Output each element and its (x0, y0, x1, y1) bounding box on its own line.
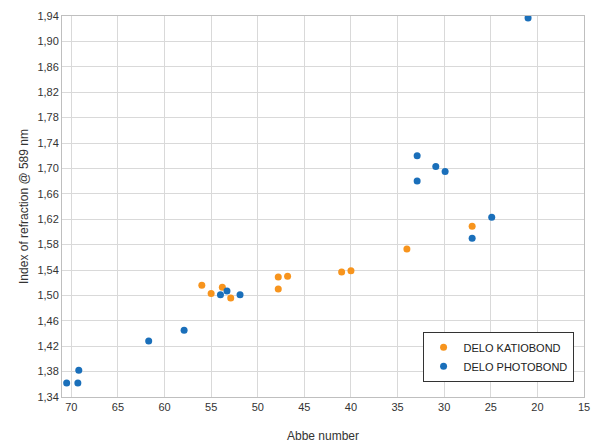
svg-text:1,42: 1,42 (37, 340, 58, 352)
svg-text:1,82: 1,82 (37, 86, 58, 98)
svg-text:50: 50 (252, 401, 264, 413)
svg-text:1,62: 1,62 (37, 213, 58, 225)
svg-text:1,50: 1,50 (37, 289, 58, 301)
svg-text:35: 35 (391, 401, 403, 413)
svg-text:1,94: 1,94 (37, 10, 58, 22)
svg-text:DELO PHOTOBOND: DELO PHOTOBOND (464, 361, 568, 373)
svg-text:55: 55 (205, 401, 217, 413)
svg-text:1,74: 1,74 (37, 137, 58, 149)
svg-text:30: 30 (438, 401, 450, 413)
svg-text:1,66: 1,66 (37, 188, 58, 200)
svg-text:1,78: 1,78 (37, 111, 58, 123)
svg-text:45: 45 (298, 401, 310, 413)
svg-text:Abbe number: Abbe number (287, 429, 359, 443)
svg-text:40: 40 (345, 401, 357, 413)
svg-text:1,34: 1,34 (37, 391, 58, 403)
svg-text:60: 60 (158, 401, 170, 413)
svg-text:Index of refraction @ 589 nm: Index of refraction @ 589 nm (17, 129, 31, 284)
svg-text:65: 65 (112, 401, 124, 413)
svg-text:15: 15 (578, 401, 590, 413)
svg-text:1,58: 1,58 (37, 238, 58, 250)
svg-text:1,54: 1,54 (37, 264, 58, 276)
svg-text:20: 20 (531, 401, 543, 413)
svg-text:1,90: 1,90 (37, 35, 58, 47)
svg-text:1,46: 1,46 (37, 315, 58, 327)
svg-text:DELO KATIOBOND: DELO KATIOBOND (464, 342, 561, 354)
svg-text:70: 70 (65, 401, 77, 413)
svg-text:1,38: 1,38 (37, 365, 58, 377)
svg-text:1,70: 1,70 (37, 162, 58, 174)
svg-text:25: 25 (485, 401, 497, 413)
svg-text:1,86: 1,86 (37, 61, 58, 73)
